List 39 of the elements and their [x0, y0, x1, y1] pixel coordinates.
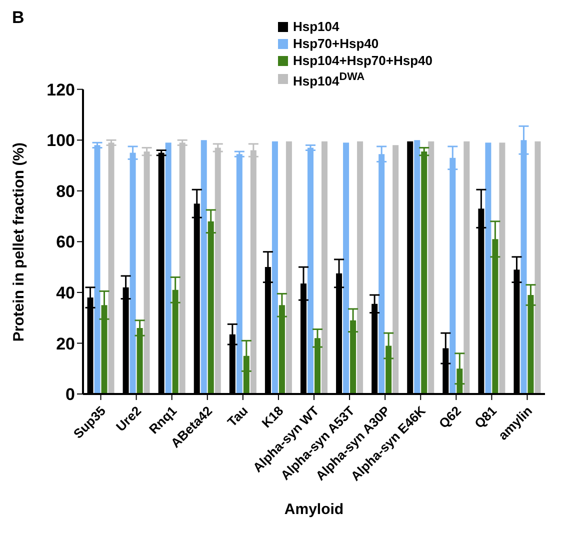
bar [392, 145, 399, 394]
y-tick-label: 80 [56, 182, 75, 201]
bar [343, 142, 350, 394]
bar [421, 152, 428, 394]
x-axis-title: Amyloid [284, 501, 344, 518]
bar [321, 141, 328, 394]
y-tick-label: 0 [66, 385, 75, 404]
x-tick-label: Tau [224, 403, 251, 430]
y-tick-label: 120 [46, 80, 75, 100]
x-tick-label: Q81 [471, 403, 500, 432]
bar [286, 141, 292, 394]
bar [534, 141, 541, 394]
bar [94, 145, 100, 394]
bar [144, 152, 150, 394]
bar [236, 154, 242, 394]
bar [428, 141, 434, 394]
bar [307, 148, 314, 394]
x-tick-label: Q62 [436, 403, 464, 432]
bar [272, 141, 278, 394]
bar [464, 141, 470, 394]
bar [499, 142, 506, 394]
bar [179, 142, 186, 394]
bar [165, 142, 172, 394]
bar [357, 141, 364, 394]
chart-title: B [12, 8, 24, 28]
y-axis-title: Protein in pellet fraction (%) [10, 142, 28, 342]
y-tick-label: 40 [56, 283, 75, 302]
bar [108, 142, 114, 394]
y-tick-label: 20 [56, 334, 75, 354]
y-tick-label: 100 [46, 131, 75, 150]
legend-label: Hsp104 [293, 18, 340, 35]
legend-label: Hsp104$^{DWA}$ [293, 70, 365, 90]
bar [485, 142, 492, 394]
bar [214, 148, 221, 394]
legend-label: Hsp70+Hsp40 [293, 35, 379, 52]
bar [414, 140, 420, 394]
legend-label: Hsp104+Hsp70+Hsp40 [293, 52, 432, 69]
bar [200, 140, 207, 394]
y-tick-label: 60 [56, 232, 75, 252]
